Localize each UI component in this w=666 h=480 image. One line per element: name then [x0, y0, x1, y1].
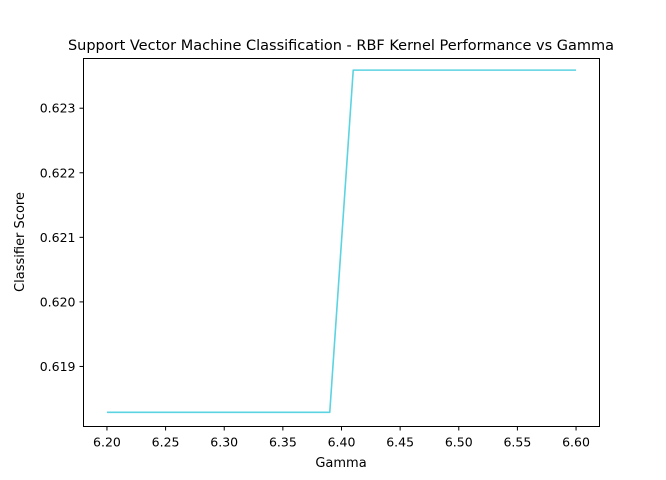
y-tick-label: 0.620: [40, 294, 76, 309]
x-tick-label: 6.35: [269, 435, 297, 450]
y-axis-label: Classifier Score: [13, 192, 28, 292]
y-tick-label: 0.621: [40, 230, 76, 245]
x-tick-label: 6.55: [503, 435, 531, 450]
x-tick-label: 6.45: [386, 435, 414, 450]
plot-area: [83, 58, 600, 427]
x-axis-label: Gamma: [315, 456, 366, 471]
y-axis: 0.619 0.620 0.621 0.622 0.623: [40, 101, 84, 374]
x-tick-label: 6.20: [93, 435, 121, 450]
series-line: [106, 69, 577, 414]
y-tick-label: 0.623: [40, 101, 76, 116]
x-tick-label: 6.60: [562, 435, 590, 450]
chart-title: Support Vector Machine Classification - …: [68, 38, 614, 54]
y-tick-label: 0.622: [40, 165, 76, 180]
x-tick-label: 6.40: [328, 435, 356, 450]
y-tick-label: 0.619: [40, 359, 76, 374]
x-tick-label: 6.25: [152, 435, 180, 450]
series-layer: [106, 69, 577, 414]
x-axis: 6.20 6.25 6.30 6.35 6.40 6.45 6.50 6.55 6.60: [93, 426, 590, 450]
x-tick-label: 6.30: [210, 435, 238, 450]
x-tick-label: 6.50: [445, 435, 473, 450]
